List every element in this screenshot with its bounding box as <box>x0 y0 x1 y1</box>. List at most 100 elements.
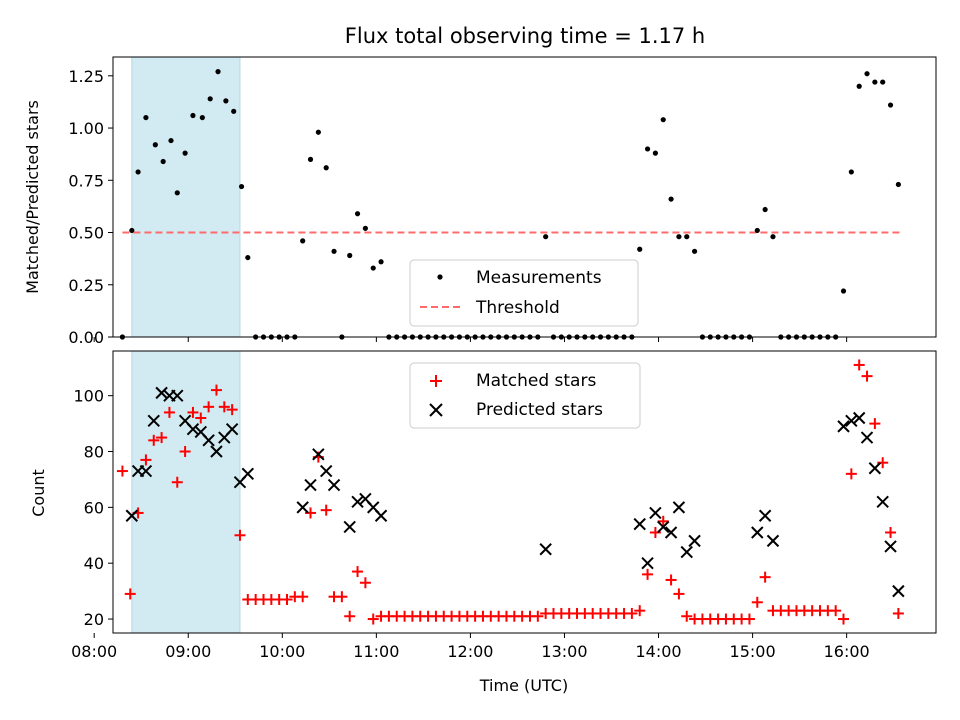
matched-star-point <box>892 607 904 619</box>
measurement-point <box>754 227 760 234</box>
matched-star-point <box>759 571 771 583</box>
predicted-star-point <box>125 509 139 522</box>
predicted-star-point <box>296 501 309 514</box>
matched-star-point <box>869 418 881 430</box>
measurement-point <box>143 114 149 121</box>
legend-predicted-marker <box>429 403 443 417</box>
predicted-star-point <box>351 495 364 508</box>
y-tick-label: 0.00 <box>68 328 104 347</box>
predicted-star-point <box>343 520 356 534</box>
y-tick-label: 60 <box>84 498 104 517</box>
matched-star-point <box>367 613 379 625</box>
observing-window-span <box>131 56 241 338</box>
x-tick-label: 12:00 <box>447 642 493 661</box>
measurement-point <box>378 259 384 265</box>
matched-star-point <box>532 610 544 622</box>
x-tick-label: 13:00 <box>541 642 587 661</box>
y-tick-label: 1.25 <box>68 67 104 86</box>
predicted-star-point <box>876 495 889 508</box>
legend-matched-label: Matched stars <box>476 371 596 391</box>
predicted-star-point <box>766 534 780 548</box>
predicted-star-point <box>241 467 255 481</box>
predicted-star-point <box>210 445 223 458</box>
matched-star-point <box>187 406 199 418</box>
measurement-point <box>129 227 135 234</box>
top-panel: 0.00 0.25 0.50 0.75 1.00 1.25 Matched/Predict… <box>23 56 937 347</box>
measurement-point <box>238 183 245 190</box>
measurement-point <box>652 150 658 156</box>
measurement-point <box>300 238 306 244</box>
top-x-ticks <box>93 337 848 342</box>
measurement-point <box>315 129 321 135</box>
matched-star-point <box>281 593 293 605</box>
matched-star-point <box>179 446 191 458</box>
measurement-point <box>840 288 847 294</box>
measurement-point <box>848 169 854 175</box>
matched-star-point <box>853 359 865 371</box>
measurement-point <box>190 112 196 119</box>
top-legend-box <box>409 259 639 327</box>
matched-star-point <box>830 605 842 617</box>
matched-star-point <box>838 613 850 625</box>
bottom-y-ticks: 20 40 60 80 100 <box>73 387 113 629</box>
matched-star-point <box>320 504 332 516</box>
matched-star-point <box>156 432 168 444</box>
predicted-star-point <box>751 526 764 539</box>
top-axes-frame <box>112 56 937 338</box>
top-y-ticks: 0.00 0.25 0.50 0.75 1.00 1.25 <box>68 67 113 347</box>
measurement-point <box>895 181 901 188</box>
y-tick-label: 80 <box>84 443 104 462</box>
measurement-point <box>637 246 643 252</box>
y-tick-label: 0.75 <box>68 171 104 190</box>
predicted-star-point <box>852 411 866 425</box>
predicted-star-point <box>319 464 333 478</box>
measurement-point <box>207 96 213 102</box>
predicted-star-point <box>657 520 670 534</box>
measurement-point <box>168 137 174 144</box>
predicted-star-point <box>186 422 200 436</box>
measurement-point <box>668 196 674 202</box>
legend-matched-marker <box>430 375 442 387</box>
x-tick-label: 10:00 <box>259 642 305 661</box>
predicted-star-point <box>155 386 168 400</box>
measurement-point <box>370 265 376 271</box>
matched-star-point <box>634 605 646 617</box>
predicted-star-point <box>147 414 160 428</box>
measurement-point <box>676 234 682 240</box>
predicted-star-point <box>845 414 858 428</box>
matched-star-point <box>751 596 763 608</box>
predicted-star-point <box>327 478 341 492</box>
matched-stars-points <box>116 359 904 625</box>
predicted-star-point <box>664 526 678 539</box>
y-tick-label: 40 <box>84 554 104 573</box>
predicted-star-point <box>837 420 850 433</box>
observing-span-top <box>131 56 241 338</box>
predicted-star-point <box>539 543 552 556</box>
predicted-star-point <box>225 422 239 436</box>
bottom-panel: 20 40 60 80 100 08:00 09:00 10:00 11:00 12:00 13:… <box>29 350 937 695</box>
legend-measurements-label: Measurements <box>476 268 602 288</box>
matched-star-point <box>845 468 857 480</box>
matched-star-point <box>124 588 136 600</box>
matched-star-point <box>140 454 152 466</box>
x-tick-label: 08:00 <box>71 642 117 661</box>
predicted-star-point <box>374 509 388 522</box>
measurement-point <box>856 83 862 89</box>
measurement-point <box>543 234 549 240</box>
matched-star-point <box>203 401 215 413</box>
matched-star-point <box>861 370 873 382</box>
predicted-star-point <box>139 464 153 478</box>
matched-star-point <box>297 591 309 603</box>
x-tick-label: 11:00 <box>353 642 399 661</box>
predicted-star-point <box>304 478 317 492</box>
matched-star-point <box>673 588 685 600</box>
measurement-point <box>644 146 651 152</box>
matched-star-point <box>885 526 897 538</box>
top-y-axis-label: Matched/Predicted stars <box>23 100 42 294</box>
measurement-point <box>160 158 166 165</box>
matched-star-point <box>642 568 654 580</box>
bottom-y-axis-label: Count <box>29 469 48 517</box>
measurement-point <box>331 248 337 254</box>
matched-star-point <box>116 465 128 477</box>
